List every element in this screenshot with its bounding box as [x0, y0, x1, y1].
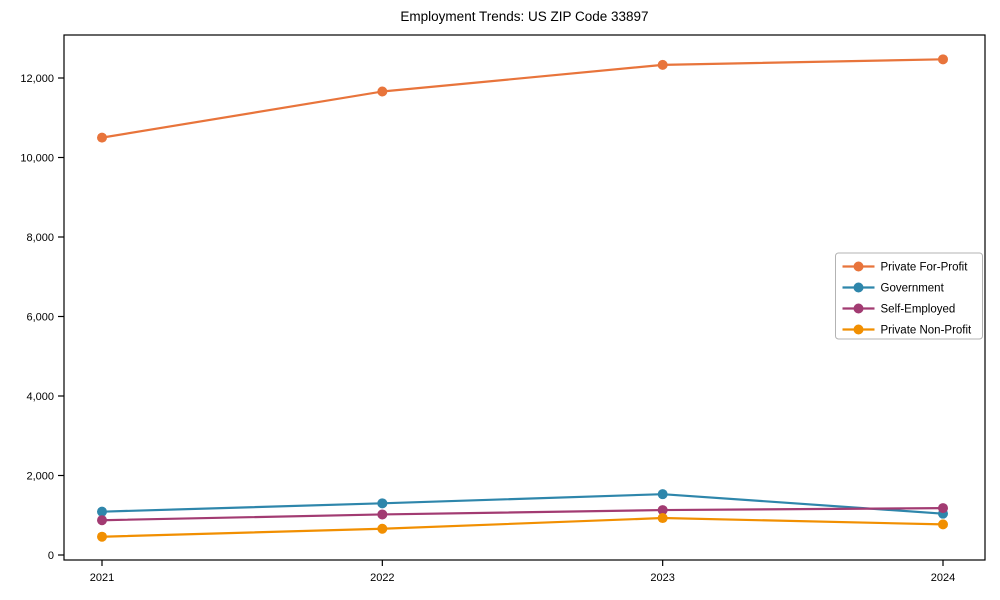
data-point-self-employed — [97, 515, 107, 526]
series-line-government — [100, 493, 945, 515]
data-point-private-non-profit — [657, 513, 668, 524]
legend-label-government: Government — [881, 283, 945, 295]
data-point-self-employed — [377, 509, 388, 520]
legend-label-self-employed: Self-Employed — [881, 304, 956, 316]
chart-title: Employment Trends: US ZIP Code 33897 — [400, 9, 649, 24]
legend-marker — [853, 303, 864, 314]
y-axis-tick-label: 6,000 — [26, 312, 54, 324]
legend-box — [835, 252, 983, 340]
legend-label-private-non-profit: Private Non-Profit — [881, 325, 973, 337]
data-point-private-for-profit — [97, 132, 107, 143]
x-axis-tick-label: 2021 — [90, 572, 114, 584]
y-axis-tick-label: 0 — [48, 550, 54, 562]
data-point-government — [657, 489, 668, 500]
data-point-private-for-profit — [377, 86, 388, 97]
data-point-self-employed — [657, 505, 668, 516]
data-point-private-non-profit — [97, 531, 107, 542]
data-point-government — [97, 506, 107, 517]
x-axis-tick-label: 2023 — [650, 572, 674, 584]
data-point-private-non-profit — [377, 523, 388, 534]
x-axis-tick-label: 2024 — [931, 572, 955, 584]
y-axis-tick-label: 4,000 — [26, 391, 54, 403]
x-axis-tick-label: 2022 — [370, 572, 394, 584]
series-line-private-non-profit — [100, 516, 945, 538]
plot-border — [63, 34, 986, 561]
legend-marker — [853, 282, 864, 293]
y-axis-tick-label: 2,000 — [26, 471, 54, 483]
legend-label-private-for-profit: Private For-Profit — [881, 262, 969, 274]
y-axis-tick-label: 12,000 — [20, 73, 54, 85]
series-line-private-for-profit — [100, 58, 945, 139]
data-point-self-employed — [938, 503, 948, 514]
legend-marker — [853, 261, 864, 272]
data-point-government — [377, 498, 388, 509]
y-axis-tick-label: 8,000 — [26, 232, 54, 244]
legend-marker — [853, 324, 864, 335]
data-point-private-non-profit — [938, 519, 948, 530]
series-line-self-employed — [100, 506, 945, 522]
data-point-private-for-profit — [938, 54, 948, 65]
data-point-private-for-profit — [657, 59, 668, 70]
y-axis-tick-label: 10,000 — [20, 153, 54, 165]
